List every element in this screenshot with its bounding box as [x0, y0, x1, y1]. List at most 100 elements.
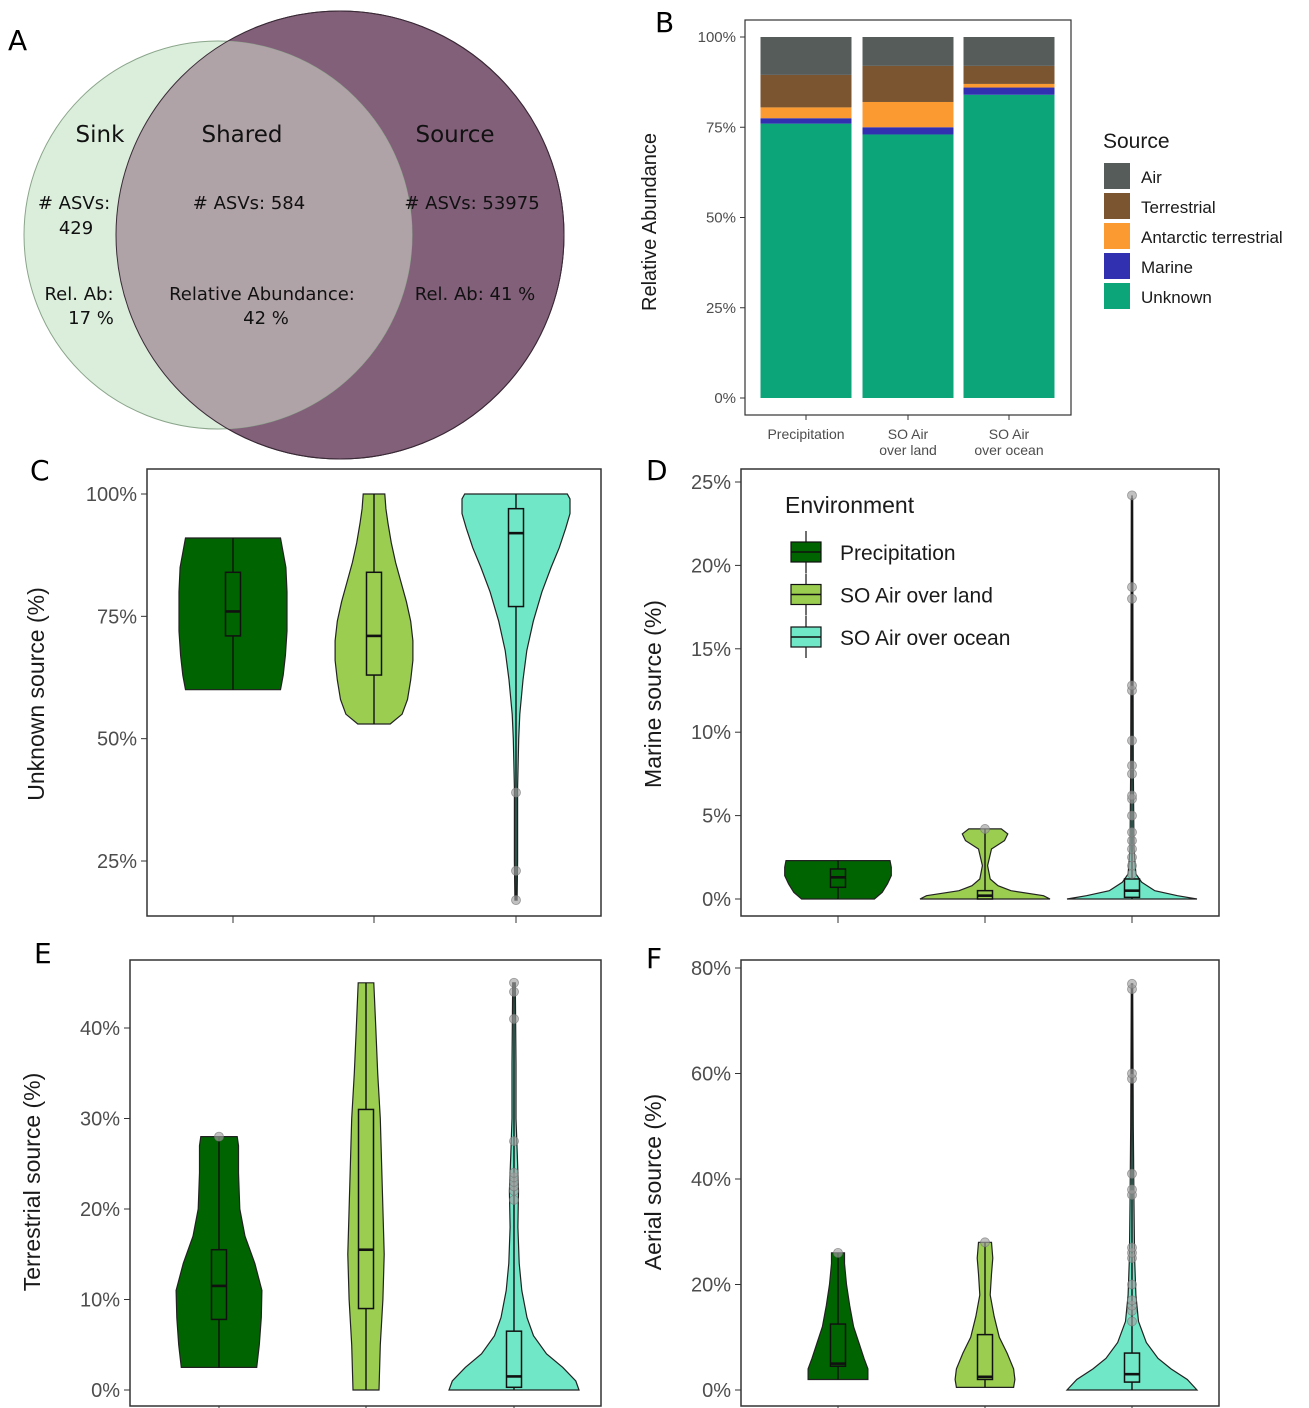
y-tick-label: 10% — [80, 1290, 120, 1312]
venn-sink-asv-value: 429 — [59, 218, 93, 239]
outlier-point — [509, 977, 519, 988]
outlier-point — [1127, 490, 1137, 501]
y-tick-label: 60% — [691, 1064, 731, 1086]
outlier-point — [1127, 582, 1137, 592]
y-tick-label: 40% — [691, 1169, 731, 1191]
y-tick-label: 20% — [691, 1275, 731, 1297]
outlier-point — [509, 1195, 519, 1205]
outlier-point — [509, 1167, 519, 1178]
panel-e-violin: E 0% 10% 20% 30% 40% Terrestrial source (%) — [19, 937, 602, 1408]
legend-key — [1104, 283, 1130, 309]
y-tick-label: 0% — [714, 390, 736, 407]
y-tick-label: 25% — [706, 300, 736, 317]
bar-antarctic-terrestrial-1 — [760, 107, 852, 119]
y-tick-label: 0% — [702, 889, 731, 911]
outlier-point — [1127, 769, 1137, 779]
y-tick-label: 100% — [698, 29, 736, 46]
legend-label: Antarctic terrestrial — [1141, 228, 1283, 247]
y-tick-label: 75% — [706, 119, 736, 136]
venn-sink-asv-label: # ASVs: — [38, 193, 110, 214]
y-tick-label: 5% — [702, 806, 731, 828]
outlier-point — [1127, 978, 1137, 989]
venn-shared-rel-label: Relative Abundance: — [169, 284, 355, 305]
legend-label: SO Air over land — [840, 585, 993, 608]
y-tick-label: 20% — [691, 555, 731, 577]
venn-source-title: Source — [416, 122, 495, 148]
boxplot-box — [365, 571, 383, 676]
panel-b-legend-title: Source — [1103, 130, 1170, 153]
outlier-point — [1127, 680, 1137, 691]
outlier-point — [1127, 760, 1137, 771]
boxplot-box — [976, 1333, 994, 1381]
outlier-point — [511, 895, 521, 906]
boxplot-box — [1123, 1352, 1141, 1383]
y-tick-label: 25% — [691, 472, 731, 494]
panel-d-legend-title: Environment — [785, 492, 915, 518]
outlier-point — [1127, 852, 1137, 863]
outlier-point — [1127, 835, 1137, 846]
legend-label: Precipitation — [840, 542, 956, 565]
boxplot-box — [505, 1330, 523, 1389]
bar-marine-2 — [862, 127, 954, 135]
outlier-point — [1127, 1184, 1137, 1195]
legend-label: Unknown — [1141, 288, 1212, 307]
bar-antarctic-terrestrial-2 — [862, 101, 954, 128]
bar-marine-3 — [963, 87, 1055, 95]
outlier-point — [1127, 810, 1137, 821]
panel-a-venn: A Sink # ASVs: 429 Rel. Ab: 17 % Shared … — [8, 10, 565, 460]
outlier-point — [509, 1136, 519, 1147]
venn-shared-title: Shared — [202, 122, 283, 148]
y-tick-label: 0% — [91, 1380, 120, 1402]
outlier-point — [980, 824, 990, 834]
panel-c-violin: C 25% 50% 75% 100% Unknown source (%) — [23, 454, 602, 923]
bar-air-3 — [963, 37, 1055, 66]
legend-label: Marine — [1141, 258, 1193, 277]
bar-terrestrial-3 — [963, 65, 1055, 84]
outlier-point — [1127, 1295, 1137, 1306]
panel-letter-c: C — [30, 454, 50, 487]
panel-d-legend: Environment Precipitation SO Air over lan… — [785, 492, 1010, 658]
y-tick-label: 30% — [80, 1109, 120, 1131]
y-tick-label: 20% — [80, 1199, 120, 1221]
x-tick-label: Precipitation — [767, 426, 844, 442]
panel-letter-f: F — [646, 942, 662, 975]
panel-b-y-axis: 0% 25% 50% 75% 100% — [698, 29, 745, 407]
outlier-point — [1127, 1068, 1137, 1079]
boxplot-box — [224, 571, 242, 637]
outlier-point — [509, 986, 519, 997]
outlier-point — [1127, 1168, 1137, 1179]
panel-e-y-axis-title: Terrestrial source (%) — [19, 1073, 45, 1292]
bar-unknown-1 — [760, 123, 852, 398]
panel-b-bars — [760, 37, 1055, 398]
bar-antarctic-terrestrial-3 — [963, 83, 1055, 88]
bar-unknown-3 — [963, 94, 1055, 398]
outlier-point — [1127, 790, 1137, 801]
panel-f-violin: F 0% 20% 40% 60% 80% Aerial source (%) — [640, 942, 1220, 1408]
panel-f-y-axis-title: Aerial source (%) — [640, 1094, 666, 1270]
y-tick-label: 40% — [80, 1018, 120, 1040]
outlier-point — [511, 787, 521, 798]
legend-label: Air — [1141, 168, 1162, 187]
y-tick-label: 10% — [691, 722, 731, 744]
panel-d-y-axis-title: Marine source (%) — [640, 600, 666, 788]
panel-d-violin: D 0% 5% 10% 15% 20% 25% Marine source (%) Env… — [640, 454, 1220, 923]
panel-b-y-axis-title: Relative Abundance — [639, 133, 661, 311]
panel-c-y-axis-title: Unknown source (%) — [23, 587, 49, 800]
boxplot-box — [507, 507, 525, 608]
venn-shared-region — [116, 41, 412, 429]
y-tick-label: 50% — [706, 210, 736, 227]
y-tick-label: 50% — [97, 729, 137, 751]
legend-key — [1104, 193, 1130, 219]
outlier-point — [214, 1131, 224, 1142]
x-tick-label: over land — [879, 442, 937, 458]
panel-letter-b: B — [655, 6, 674, 39]
y-tick-label: 75% — [97, 606, 137, 628]
y-tick-label: 25% — [97, 851, 137, 873]
panel-b-stacked-bar: B 0%25%50%75%100% Precipitation SO Airove… — [639, 6, 1283, 458]
x-tick-label: over ocean — [974, 442, 1043, 458]
outlier-point — [833, 1247, 843, 1258]
venn-sink-rel-label: Rel. Ab: — [44, 284, 113, 305]
outlier-point — [511, 865, 521, 876]
boxplot-box — [829, 1323, 847, 1368]
